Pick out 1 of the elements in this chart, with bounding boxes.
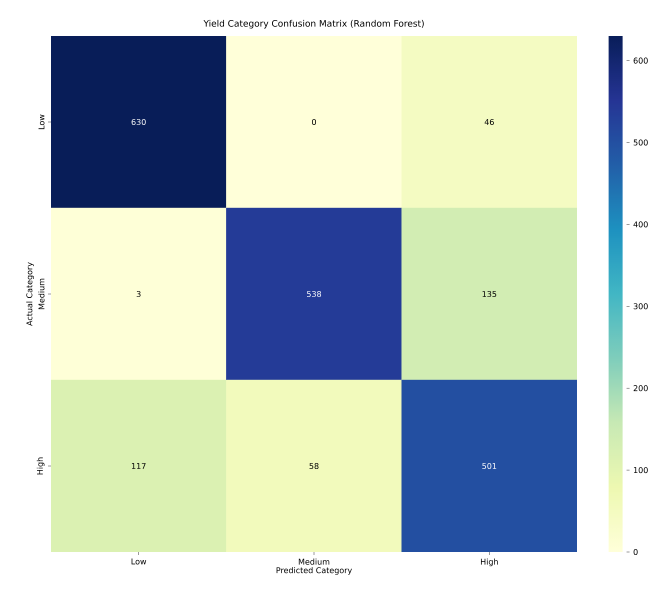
chart-title: Yield Category Confusion Matrix (Random Forest) [203,20,424,28]
